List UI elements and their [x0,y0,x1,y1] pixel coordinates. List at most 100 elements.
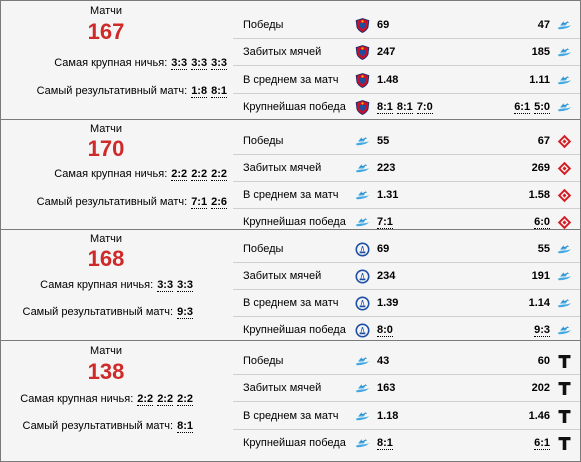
row-divider [233,401,580,402]
zenit-icon [355,354,370,369]
team1-value: 43 [377,355,390,367]
productive-score-link[interactable]: 2:6 [211,196,227,209]
row-label: Крупнейшая победа [243,324,346,336]
most-productive-row: Самый результативный матч: 9:3 [22,306,193,319]
matches-count: 170 [87,136,125,161]
biggest-draw-label: Самая крупная ничья: [40,279,154,291]
win-score-link[interactable]: 8:1 [377,101,393,114]
team1-value: 223 [377,162,396,174]
win-score-link[interactable]: 8:0 [377,324,393,337]
zenit-icon [557,100,572,115]
team2-value: 1.11 [529,74,550,86]
draw-score-link[interactable]: 2:2 [211,168,227,181]
row-divider [233,429,580,430]
zenit-icon [557,45,572,60]
dynamo-icon [355,269,370,284]
team2-value: 1.46 [528,410,550,422]
win-score-link[interactable]: 8:1 [377,437,393,450]
draw-score-link[interactable]: 3:3 [211,57,227,70]
row-label: Победы [243,243,284,255]
productive-score-link[interactable]: 8:1 [211,85,227,98]
row-label: Крупнейшая победа [243,437,346,449]
biggest-draw-row: Самая крупная ничья: 2:2 2:2 2:2 [20,393,193,406]
team2-value: 191 [531,270,550,282]
draw-score-link[interactable]: 2:2 [177,393,193,406]
zenit-icon [355,436,370,451]
productive-score-link[interactable]: 7:1 [191,196,208,209]
dynamo-icon [355,296,370,311]
row-label: В среднем за матч [243,74,339,86]
win-score-link[interactable]: 6:1 [514,101,531,114]
draw-score-link[interactable]: 2:2 [191,168,208,181]
draw-score-link[interactable]: 3:3 [177,279,193,292]
comparison-panel: Победы 55 67 Забитых мячей 223 269 В среднем з… [233,120,580,229]
most-productive-label: Самый результативный матч: [22,420,174,432]
team1-value: 55 [377,135,390,147]
team2-value: 1.58 [528,189,550,201]
win-score-link[interactable]: 7:0 [416,101,433,114]
wins-row: Победы 69 47 [233,12,580,39]
dynamo-icon [355,242,370,257]
most-productive-label: Самый результативный матч: [22,306,174,318]
goals-row: Забитых мячей 234 191 [233,263,580,290]
team2-value: 1.14 [528,297,550,309]
draw-score-link[interactable]: 2:2 [137,393,154,406]
team1-value: 1.31 [377,189,399,201]
zenit-icon [557,18,572,33]
average-row: В среднем за матч 1.18 1.46 [233,403,580,430]
win-score-link[interactable]: 5:0 [534,101,550,114]
productive-score-link[interactable]: 8:1 [177,420,193,433]
row-label: Крупнейшая победа [243,216,346,228]
biggest-draw-row: Самая крупная ничья: 3:3 3:3 3:3 [54,57,227,70]
draw-score-link[interactable]: 2:2 [157,393,174,406]
team2-value: 67 [537,135,550,147]
row-divider [233,262,580,263]
row-label: Победы [243,19,284,31]
draw-score-link[interactable]: 3:3 [191,57,208,70]
most-productive-label: Самый результативный матч: [36,85,188,97]
zenit-icon [355,381,370,396]
most-productive-row: Самый результативный матч: 1:8 8:1 [37,85,227,98]
biggest-win-row: Крупнейшая победа 8:1 8:1 7:0 6:1 5:0 [233,94,580,121]
team2-biggest-win: 9:3 [534,324,550,337]
team1-biggest-win: 8:0 [377,324,393,337]
biggest-draw-label: Самая крупная ничья: [54,57,168,69]
win-score-link[interactable]: 8:1 [396,101,413,114]
team2-biggest-win: 6:0 [534,216,550,229]
row-divider [233,289,580,290]
biggest-draw-label: Самая крупная ничья: [20,393,134,405]
team1-biggest-win: 8:1 8:1 7:0 [377,101,433,114]
row-label: Забитых мячей [243,46,322,58]
most-productive-label: Самый результативный матч: [36,196,188,208]
matches-label: Матчи [89,5,123,17]
draw-score-link[interactable]: 3:3 [171,57,188,70]
draw-score-link[interactable]: 3:3 [157,279,174,292]
biggest-win-row: Крупнейшая победа 8:1 6:1 [233,430,580,457]
zenit-icon [355,215,370,230]
matchup-block: Матчи 138 Самая крупная ничья: 2:2 2:2 2:2 Сам… [0,340,581,462]
win-score-link[interactable]: 9:3 [534,324,550,337]
zenit-icon [355,161,370,176]
draw-score-link[interactable]: 2:2 [171,168,188,181]
biggest-draw-row: Самая крупная ничья: 2:2 2:2 2:2 [54,168,227,181]
team2-value: 55 [537,243,550,255]
average-row: В среднем за матч 1.39 1.14 [233,290,580,317]
win-score-link[interactable]: 7:1 [377,216,393,229]
biggest-draw-label: Самая крупная ничья: [54,168,168,180]
row-label: Забитых мячей [243,270,322,282]
productive-score-link[interactable]: 9:3 [177,306,193,319]
row-label: Забитых мячей [243,162,322,174]
team2-value: 47 [537,19,550,31]
cska-icon [355,100,370,115]
biggest-win-row: Крупнейшая победа 7:1 6:0 [233,209,580,236]
team2-value: 202 [531,382,550,394]
row-label: В среднем за матч [243,297,339,309]
win-score-link[interactable]: 6:1 [534,437,550,450]
win-score-link[interactable]: 6:0 [534,216,550,229]
torpedo-icon [557,354,572,369]
row-label: Забитых мячей [243,382,322,394]
row-divider [233,208,580,209]
row-divider [233,93,580,94]
productive-score-link[interactable]: 1:8 [191,85,208,98]
team1-value: 163 [377,382,396,394]
